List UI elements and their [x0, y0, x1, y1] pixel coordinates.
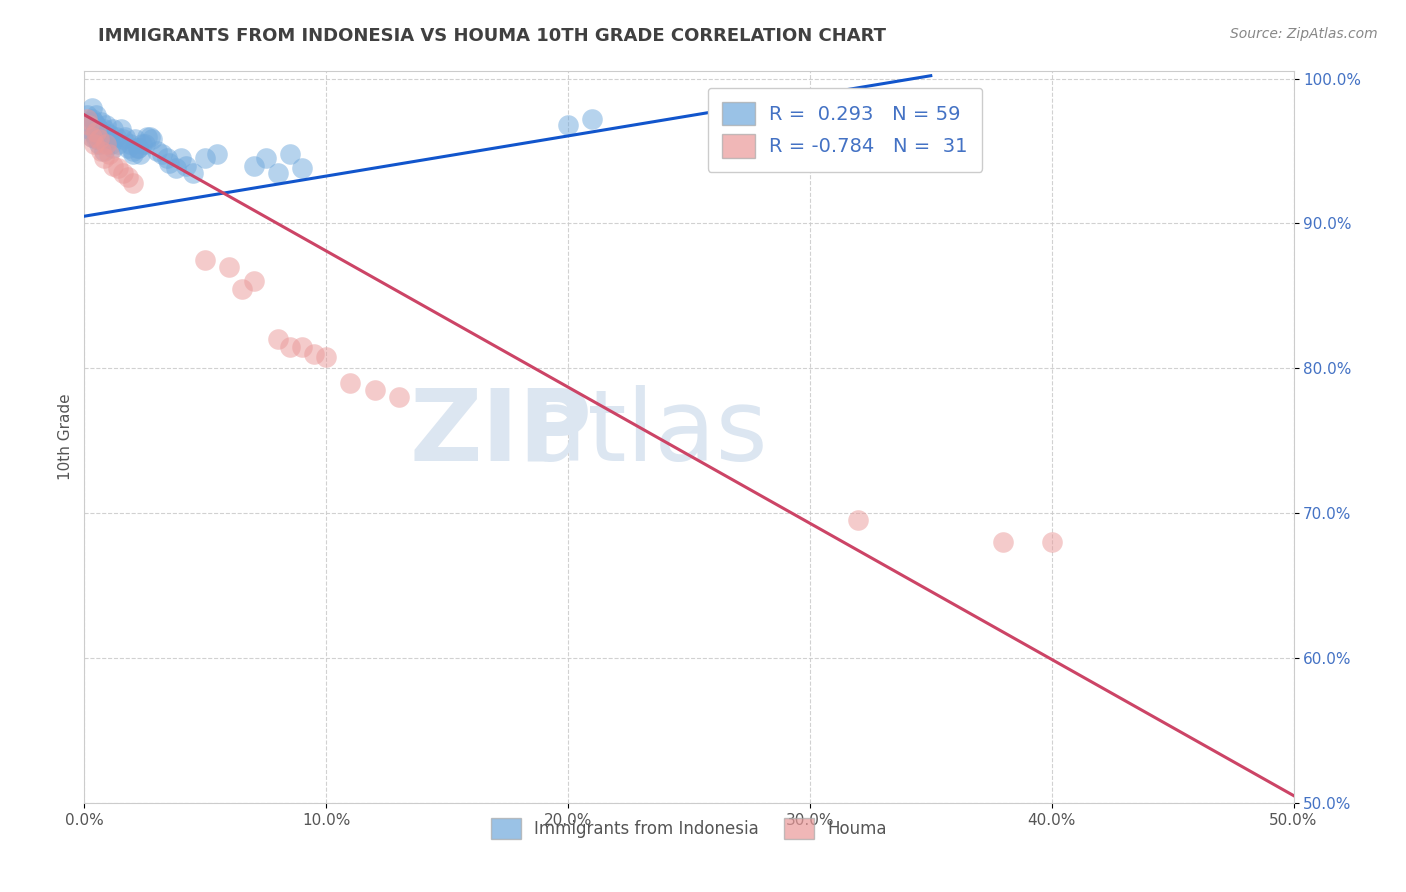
Point [278, 340, 301, 354]
Point [83, 136, 105, 151]
Point [83, 115, 105, 129]
Point [581, 112, 603, 127]
Point [86, 132, 108, 146]
Point [107, 136, 129, 151]
Point [103, 159, 125, 173]
Point [90, 144, 112, 158]
Point [254, 151, 277, 165]
Point [127, 141, 149, 155]
Point [194, 252, 217, 267]
Point [363, 383, 385, 397]
Text: atlas: atlas [526, 385, 768, 482]
Point [291, 340, 314, 354]
Point [1040, 535, 1063, 549]
Point [267, 332, 290, 346]
Point [83, 127, 105, 141]
Point [242, 159, 264, 173]
Point [278, 147, 301, 161]
Point [134, 136, 156, 151]
Point [94, 118, 117, 132]
Point [114, 129, 136, 144]
Point [302, 347, 325, 361]
Point [127, 141, 149, 155]
Point [174, 159, 197, 173]
Point [97, 127, 120, 141]
Point [388, 390, 411, 404]
Point [87, 122, 110, 136]
Point [150, 147, 173, 161]
Point [121, 144, 143, 158]
Point [93, 144, 115, 158]
Point [231, 282, 253, 296]
Point [141, 132, 163, 146]
Point [242, 274, 264, 288]
Point [170, 151, 193, 165]
Point [117, 141, 139, 155]
Text: Source: ZipAtlas.com: Source: ZipAtlas.com [1230, 27, 1378, 41]
Y-axis label: 10th Grade: 10th Grade [58, 393, 73, 481]
Point [267, 166, 290, 180]
Point [181, 166, 204, 180]
Point [129, 147, 152, 161]
Point [107, 161, 129, 176]
Point [76, 112, 98, 127]
Point [77, 118, 100, 132]
Point [339, 376, 361, 390]
Point [90, 115, 112, 129]
Point [94, 136, 117, 151]
Point [138, 129, 160, 144]
Point [117, 170, 139, 185]
Text: ZIP: ZIP [409, 385, 592, 482]
Point [93, 151, 115, 165]
Point [131, 136, 153, 151]
Point [80, 129, 103, 144]
Legend: Immigrants from Indonesia, Houma: Immigrants from Indonesia, Houma [484, 811, 894, 846]
Point [103, 141, 125, 155]
Point [97, 132, 120, 146]
Point [165, 161, 187, 176]
Point [291, 161, 314, 176]
Point [100, 136, 122, 151]
Point [993, 535, 1015, 549]
Point [155, 151, 177, 165]
Point [76, 108, 98, 122]
Point [80, 101, 103, 115]
Point [103, 122, 125, 136]
Point [136, 129, 159, 144]
Point [86, 118, 108, 132]
Point [124, 132, 146, 146]
Point [218, 260, 240, 274]
Point [94, 132, 117, 146]
Point [846, 513, 869, 527]
Point [86, 125, 108, 139]
Point [87, 132, 110, 146]
Point [157, 155, 180, 169]
Point [146, 144, 169, 158]
Point [194, 151, 217, 165]
Point [93, 122, 115, 136]
Point [112, 132, 135, 146]
Point [110, 122, 132, 136]
Point [104, 129, 127, 144]
Point [315, 350, 337, 364]
Point [77, 122, 100, 136]
Point [86, 108, 108, 122]
Point [121, 176, 143, 190]
Point [557, 118, 579, 132]
Point [80, 112, 103, 127]
Point [207, 147, 229, 161]
Point [120, 136, 142, 151]
Point [80, 129, 103, 144]
Point [90, 129, 112, 144]
Point [97, 147, 120, 161]
Point [87, 136, 110, 151]
Point [77, 115, 100, 129]
Point [112, 166, 135, 180]
Point [121, 147, 143, 161]
Text: IMMIGRANTS FROM INDONESIA VS HOUMA 10TH GRADE CORRELATION CHART: IMMIGRANTS FROM INDONESIA VS HOUMA 10TH … [98, 27, 886, 45]
